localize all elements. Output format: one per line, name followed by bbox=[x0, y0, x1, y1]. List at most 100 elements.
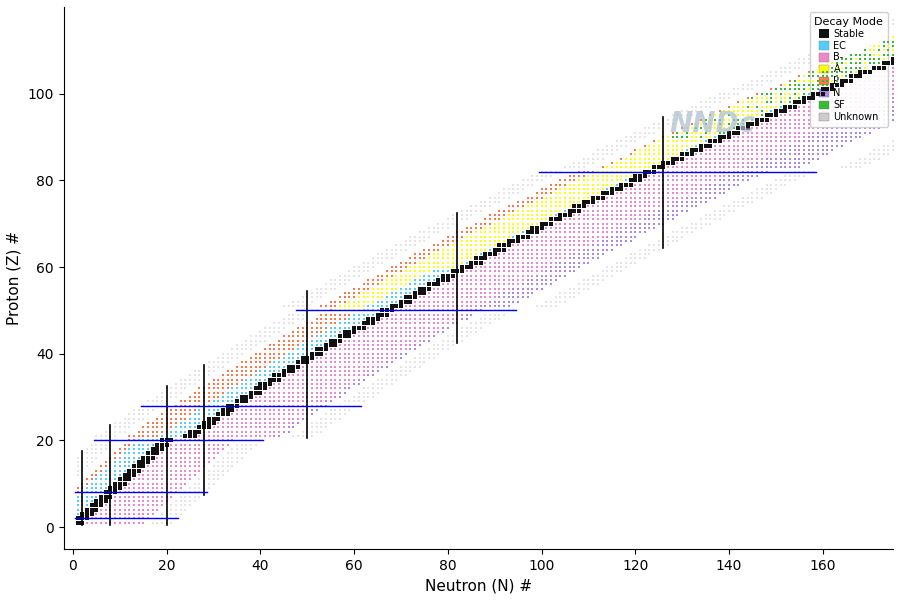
Point bbox=[497, 271, 511, 280]
Point bbox=[122, 453, 137, 463]
Point bbox=[877, 110, 891, 120]
Point bbox=[94, 436, 108, 445]
Point bbox=[675, 128, 689, 137]
Point bbox=[482, 249, 497, 259]
Point bbox=[140, 444, 155, 454]
Point bbox=[530, 206, 544, 215]
Point bbox=[300, 427, 314, 437]
Point bbox=[187, 375, 202, 385]
Point bbox=[104, 483, 118, 493]
Point bbox=[146, 483, 160, 493]
Point bbox=[754, 119, 769, 129]
Point bbox=[305, 305, 320, 315]
Point bbox=[586, 275, 600, 285]
Point bbox=[286, 344, 301, 354]
Point bbox=[197, 457, 211, 467]
Point bbox=[314, 327, 328, 337]
Point bbox=[558, 232, 572, 241]
Point bbox=[605, 197, 619, 207]
Point bbox=[178, 475, 193, 484]
Point bbox=[707, 206, 722, 215]
Point bbox=[535, 227, 549, 237]
Point bbox=[618, 163, 633, 172]
Point bbox=[544, 280, 558, 289]
Point bbox=[127, 449, 141, 458]
Point bbox=[849, 58, 863, 68]
Point bbox=[216, 371, 230, 380]
Point bbox=[590, 202, 605, 211]
Point bbox=[820, 67, 834, 77]
Point bbox=[319, 319, 333, 328]
Point bbox=[211, 383, 225, 393]
Point bbox=[380, 245, 394, 254]
Point bbox=[628, 223, 643, 233]
Point bbox=[239, 344, 254, 354]
Point bbox=[867, 102, 881, 112]
Point bbox=[291, 336, 305, 346]
Point bbox=[731, 110, 745, 120]
Point bbox=[267, 388, 282, 398]
Point bbox=[169, 388, 184, 398]
Point bbox=[754, 89, 769, 98]
Point bbox=[773, 141, 788, 151]
Point bbox=[384, 344, 399, 354]
Point bbox=[713, 171, 727, 181]
Point bbox=[346, 375, 361, 385]
Point bbox=[197, 444, 211, 454]
Point bbox=[896, 63, 900, 73]
Point bbox=[399, 310, 413, 320]
Point bbox=[820, 80, 834, 90]
Point bbox=[539, 193, 554, 202]
Point bbox=[356, 297, 371, 307]
Point bbox=[802, 102, 816, 112]
Point bbox=[94, 466, 108, 476]
Point bbox=[590, 227, 605, 237]
Point bbox=[187, 392, 202, 402]
Point bbox=[554, 249, 568, 259]
Point bbox=[253, 410, 267, 419]
Point bbox=[834, 163, 849, 172]
Point bbox=[216, 358, 230, 367]
Point bbox=[796, 71, 811, 81]
Point bbox=[788, 76, 802, 85]
Point bbox=[853, 54, 868, 64]
Point bbox=[600, 145, 615, 155]
Point bbox=[319, 371, 333, 380]
Point bbox=[825, 132, 840, 142]
Point bbox=[628, 215, 643, 224]
Point bbox=[328, 362, 343, 371]
Point bbox=[478, 284, 492, 293]
Point bbox=[614, 197, 628, 207]
Point bbox=[881, 115, 896, 124]
Point bbox=[656, 158, 670, 168]
Point bbox=[140, 453, 155, 463]
Point bbox=[197, 440, 211, 449]
Point bbox=[267, 397, 282, 406]
Point bbox=[656, 132, 670, 142]
Point bbox=[464, 297, 479, 307]
Point bbox=[380, 319, 394, 328]
Point bbox=[760, 110, 774, 120]
Point bbox=[760, 149, 774, 159]
Point bbox=[590, 232, 605, 241]
Point bbox=[698, 171, 713, 181]
Point bbox=[535, 262, 549, 272]
Point bbox=[155, 444, 169, 454]
Point bbox=[482, 301, 497, 311]
Point bbox=[131, 509, 146, 519]
Point bbox=[427, 262, 441, 272]
Point bbox=[754, 106, 769, 116]
Point bbox=[235, 358, 249, 367]
Point bbox=[881, 32, 896, 42]
Point bbox=[605, 158, 619, 168]
Point bbox=[220, 449, 235, 458]
Point bbox=[183, 457, 197, 467]
Point bbox=[628, 254, 643, 263]
Point bbox=[469, 232, 483, 241]
Point bbox=[187, 410, 202, 419]
Point bbox=[684, 202, 698, 211]
Point bbox=[169, 457, 184, 467]
Point bbox=[286, 379, 301, 389]
Point bbox=[104, 505, 118, 515]
Point bbox=[497, 219, 511, 229]
